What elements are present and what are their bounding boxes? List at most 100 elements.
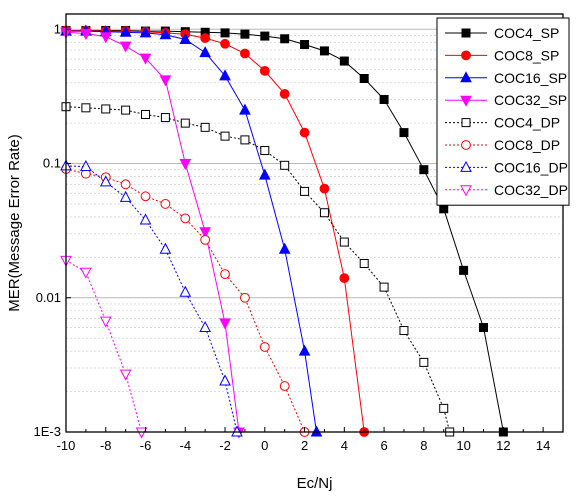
legend-box [436,17,570,206]
coc16-sp-point [278,242,291,254]
coc32-sp-legend-label: COC32_SP [494,92,567,108]
coc16-sp-point [298,344,311,356]
coc8-dp-point [259,342,270,352]
x-tick-label: 10 [456,438,470,453]
x-tick-label: 0 [261,438,268,453]
coc16-dp-point [80,159,92,172]
coc16-dp-point [199,320,211,333]
coc4-dp-point [300,186,310,196]
coc4-dp-point [121,105,131,115]
coc8-sp-point [259,65,270,76]
coc32-dp-point [80,267,92,279]
x-tick-label: 2 [301,438,308,453]
coc16-dp-point [139,213,152,225]
coc4-sp-point [419,165,429,175]
x-axis-title: Ec/Nj [297,475,333,492]
coc32-dp-legend-label: COC32_DP [494,182,568,198]
coc4-dp-point [379,282,389,292]
coc16-dp-point [99,175,112,187]
coc4-dp-point [141,109,151,119]
coc32-sp-line [66,31,240,432]
coc8-sp-legend-label: COC8_SP [494,47,559,63]
coc4-dp-point [240,135,250,145]
coc32-sp-point [159,75,172,87]
coc16-dp-point [119,190,132,202]
coc4-sp-point [339,56,349,66]
x-tick-label: 6 [380,438,387,453]
coc16-dp-point [219,374,231,386]
coc8-dp-point [200,234,211,245]
coc32-sp-point [139,53,152,65]
coc4-dp-point [359,258,369,268]
coc4-dp-point [439,403,449,413]
coc16-sp-legend-label: COC16_SP [494,70,567,86]
coc32-dp-legend-marker [460,185,472,197]
x-tick-label: 14 [536,438,550,453]
coc4-dp-point [160,113,170,123]
coc16-dp-point [231,425,243,437]
x-tick-label: -10 [57,438,76,453]
coc4-sp-legend-marker [461,28,471,38]
coc32-sp-point [119,41,132,53]
y-tick-label: 1 [54,21,61,36]
coc16-sp-point [258,168,271,180]
markers-layer [60,24,508,439]
coc4-dp-point [260,146,270,156]
coc8-dp-point [120,179,131,190]
coc16-sp-point [159,28,172,40]
y-axis-title: MER(Message Error Rate) [6,134,23,312]
coc4-dp-point [200,122,210,132]
coc16-dp-line [66,165,238,432]
x-tick-label: -6 [140,438,152,453]
coc4-dp-legend-marker [461,118,471,128]
coc4-sp-point [459,265,469,275]
coc4-sp-point [399,128,409,138]
coc4-sp-point [300,40,310,50]
coc4-sp-point [359,73,369,83]
coc8-sp-line [66,30,365,432]
coc32-dp-point [119,369,132,381]
coc8-sp-point [200,33,211,43]
coc16-sp-legend-marker [460,71,472,83]
coc32-sp-point [179,159,192,171]
coc4-sp-point [478,323,488,333]
coc8-sp-point [299,127,310,138]
coc32-dp-point [99,316,112,328]
coc8-dp-point [240,292,250,303]
coc16-dp-legend-marker [460,160,472,172]
coc16-sp-point [239,103,251,115]
coc4-sp-legend-label: COC4_SP [494,25,559,41]
coc4-sp-point [260,31,270,41]
coc16-sp-point [310,425,323,437]
coc16-dp-point [159,242,172,254]
coc4-dp-point [81,103,91,113]
coc8-sp-point [220,38,230,49]
coc4-sp-point [240,29,250,39]
coc4-dp-point [319,208,329,218]
coc8-sp-point [279,89,290,99]
coc32-sp-point [99,32,112,44]
coc4-dp-point [419,357,429,367]
coc8-sp-point [319,183,330,194]
x-axis: -10 -8 -6 -4 -2 0 2 4 6 8 10 12 14 [57,427,550,453]
coc8-sp-point [339,273,350,284]
coc4-dp-point [399,326,409,336]
y-axis: 1E-3 0.01 0.1 1 [34,21,71,439]
x-tick-label: 8 [420,438,427,453]
y-tick-label: 0.1 [43,156,61,171]
coc32-sp-point [219,318,231,330]
x-tick-label: -4 [179,438,191,453]
coc8-dp-legend-marker [461,140,471,150]
coc32-dp-line [66,259,142,432]
coc4-dp-point [180,118,190,128]
coc32-sp-point [199,227,211,239]
coc8-dp-point [140,191,151,202]
coc4-dp-point [220,131,230,141]
coc8-dp-legend-label: COC8_DP [494,137,560,153]
coc32-dp-point [135,427,148,439]
coc32-sp-legend-marker [460,95,472,107]
coc4-dp-legend-label: COC4_DP [494,115,560,131]
plot-frame [65,13,564,433]
coc4-dp-point [101,104,111,114]
